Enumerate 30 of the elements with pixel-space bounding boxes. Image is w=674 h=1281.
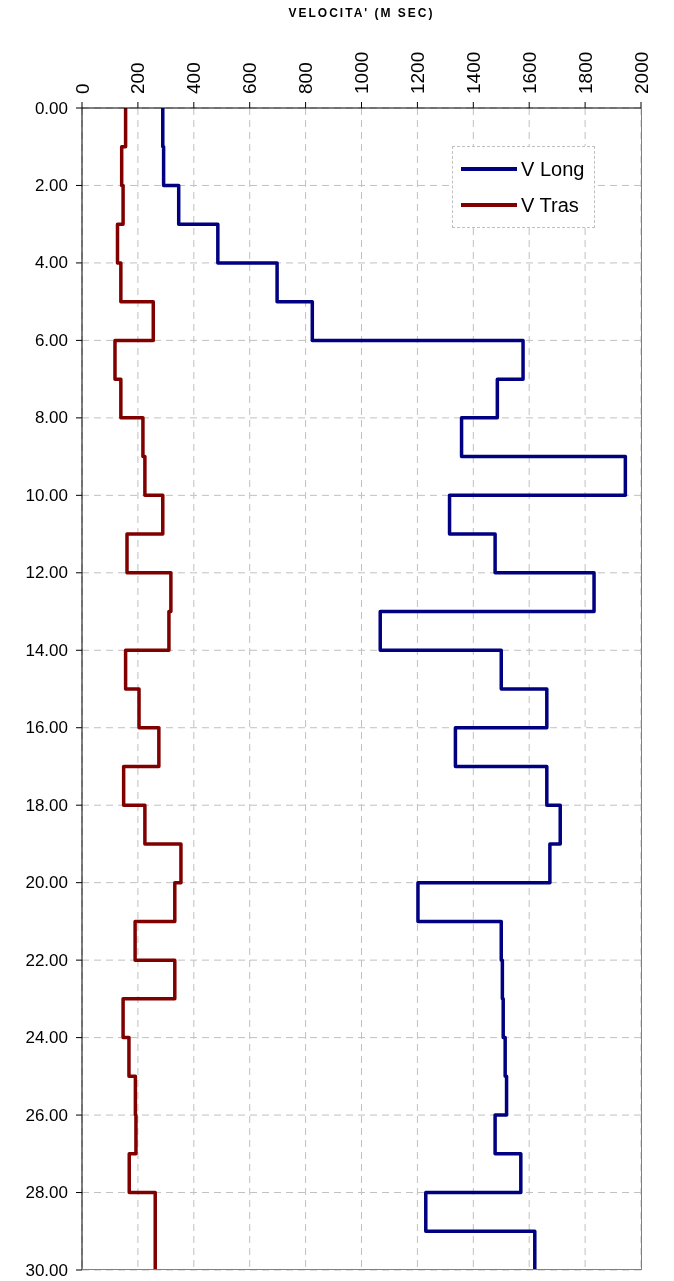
y-tick-label: 16.00 [25, 718, 68, 738]
x-tick-label: 600 [239, 62, 261, 94]
x-tick-label: 1600 [518, 51, 540, 94]
legend-label: V Tras [521, 193, 579, 218]
y-tick-label: 4.00 [34, 253, 68, 273]
x-tick-label: 800 [295, 62, 317, 94]
y-tick-label: 0.00 [34, 98, 68, 118]
y-tick-label: 8.00 [34, 408, 68, 428]
y-tick-label: 2.00 [34, 175, 68, 195]
y-tick-label: 20.00 [25, 873, 68, 893]
x-tick-label: 1000 [351, 51, 372, 94]
y-tick-label: 14.00 [25, 640, 68, 660]
x-tick-label: 2000 [630, 51, 652, 94]
y-tick-label: 18.00 [25, 795, 68, 815]
x-axis-title: VELOCITA' (M SEC) [287, 6, 436, 20]
x-tick-label: 1800 [574, 51, 596, 94]
x-tick-label: 400 [183, 62, 205, 94]
y-tick-label: 26.00 [25, 1105, 68, 1125]
y-tick-label: 22.00 [25, 950, 68, 970]
y-tick-label: 6.00 [34, 330, 68, 350]
x-tick-label: 1200 [406, 51, 428, 94]
y-tick-label: 30.00 [25, 1260, 68, 1280]
x-tick-label: 200 [127, 62, 149, 94]
x-tick-label: 1400 [462, 51, 484, 94]
y-tick-label: 28.00 [25, 1183, 68, 1203]
x-tick-label: 0 [71, 83, 93, 94]
legend-label: V Long [521, 157, 585, 182]
y-tick-label: 10.00 [25, 485, 68, 505]
y-tick-label: 12.00 [25, 563, 68, 583]
y-tick-label: 24.00 [25, 1028, 68, 1048]
